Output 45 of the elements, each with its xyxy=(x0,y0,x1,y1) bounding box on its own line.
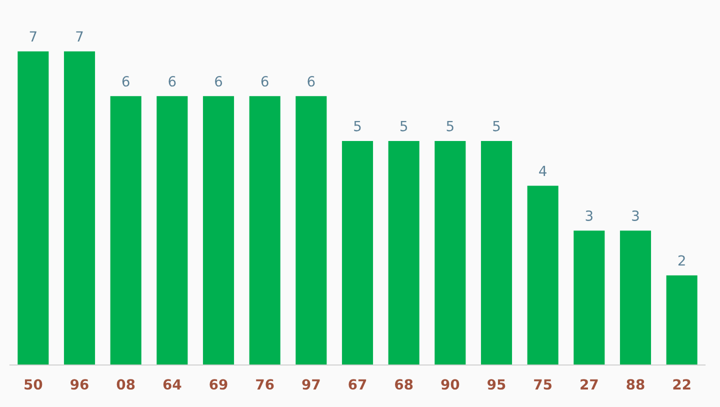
bar xyxy=(666,275,698,365)
x-tick-label: 97 xyxy=(302,379,320,390)
bar xyxy=(156,96,188,365)
bar xyxy=(64,51,96,365)
data-label: 5 xyxy=(446,121,454,132)
bar xyxy=(342,140,374,365)
bar xyxy=(110,96,142,365)
data-label: 7 xyxy=(30,31,36,42)
x-tick-label: 68 xyxy=(395,379,413,390)
x-tick-label: 50 xyxy=(24,379,42,390)
bar xyxy=(480,140,512,365)
x-tick-label: 69 xyxy=(210,379,228,390)
data-label: 6 xyxy=(308,76,315,87)
bar xyxy=(18,51,49,365)
x-tick-label: 88 xyxy=(626,379,644,390)
x-tick-label: 76 xyxy=(256,379,274,390)
bar xyxy=(202,96,234,365)
x-tick-label: 08 xyxy=(116,379,135,390)
bar xyxy=(296,96,327,365)
bar xyxy=(388,140,420,365)
data-label: 6 xyxy=(215,76,222,87)
bar xyxy=(620,230,652,365)
x-tick-label: 67 xyxy=(348,379,366,390)
data-label: 3 xyxy=(586,210,592,221)
bar xyxy=(434,140,466,365)
x-tick-label: 22 xyxy=(673,379,690,390)
x-tick-label: 64 xyxy=(163,379,182,390)
data-label: 7 xyxy=(76,31,83,42)
data-label: 5 xyxy=(493,121,500,132)
data-label: 3 xyxy=(632,210,639,221)
data-label: 6 xyxy=(122,76,130,87)
x-tick-label: 90 xyxy=(441,379,460,390)
x-tick-label: 27 xyxy=(580,379,598,390)
bar xyxy=(527,186,558,365)
data-label: 6 xyxy=(261,76,268,87)
bar xyxy=(249,96,280,365)
data-label: 2 xyxy=(678,255,685,266)
data-label: 6 xyxy=(168,76,176,87)
data-label: 5 xyxy=(354,121,361,132)
x-tick-label: 75 xyxy=(534,379,552,390)
data-label: 5 xyxy=(400,121,408,132)
x-tick-label: 95 xyxy=(488,379,506,390)
x-tick-label: 96 xyxy=(70,379,88,390)
data-label: 4 xyxy=(539,166,546,176)
bar xyxy=(574,230,605,365)
